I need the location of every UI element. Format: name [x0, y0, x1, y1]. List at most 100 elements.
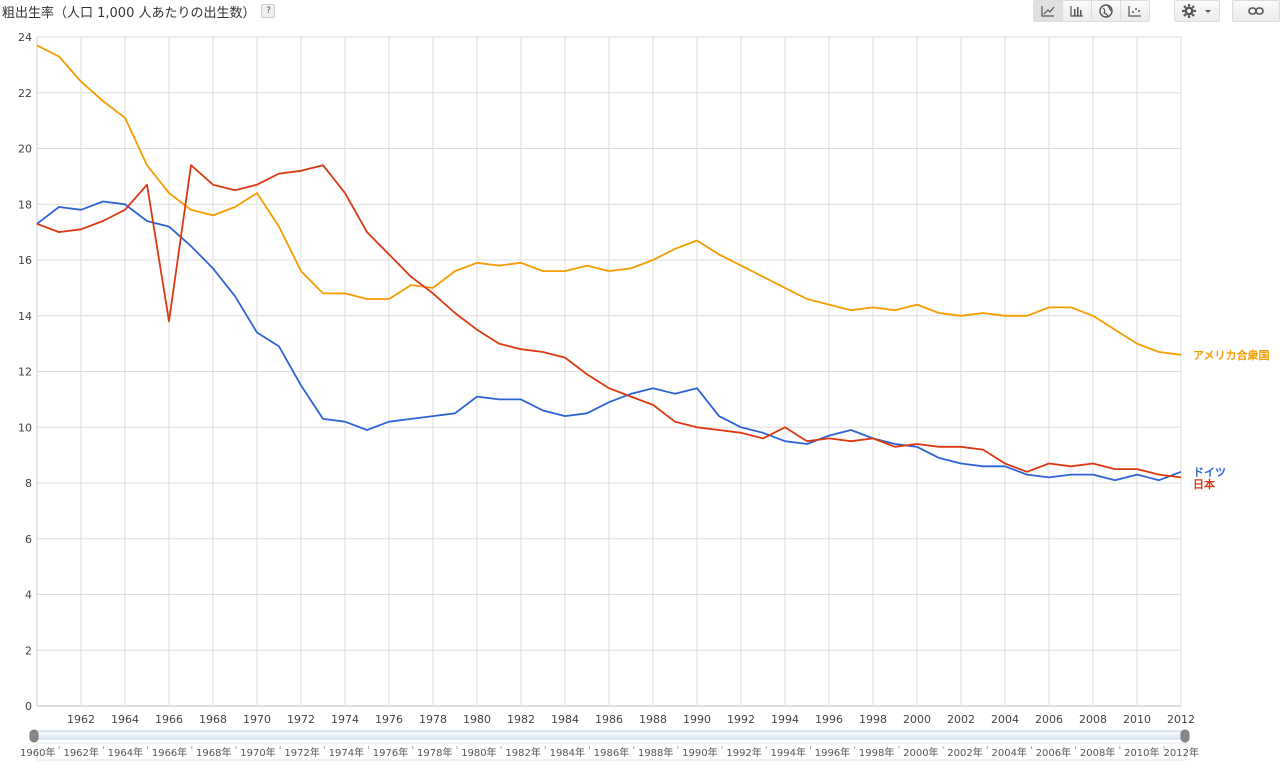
- x-tick-label: 1994: [771, 713, 799, 726]
- series-label: ドイツ: [1193, 466, 1226, 479]
- x-tick-label: 1974: [331, 713, 359, 726]
- timeline-label: 1996年: [815, 746, 850, 759]
- series-label: 日本: [1193, 477, 1215, 491]
- bar-chart-button[interactable]: [1063, 1, 1092, 21]
- x-tick-label: 2000: [903, 713, 931, 726]
- bar-chart-icon: [1070, 6, 1083, 17]
- y-tick-label: 16: [18, 254, 32, 267]
- timeline-highlight: [37, 732, 1186, 735]
- y-tick-label: 2: [25, 644, 32, 657]
- x-tick-label: 2008: [1079, 713, 1107, 726]
- timeline-label: 1992年: [726, 746, 761, 759]
- timeline-label: 2008年: [1080, 746, 1115, 759]
- timeline-label: 1960年: [20, 746, 55, 759]
- y-tick-label: 8: [25, 477, 32, 490]
- timeline-start-handle[interactable]: [29, 729, 39, 743]
- series-label: アメリカ合衆国: [1193, 348, 1269, 362]
- series-line-0: [36, 44, 1182, 356]
- x-tick-label: 1986: [595, 713, 623, 726]
- chart-grid: [36, 36, 1182, 707]
- timeline-label: 2006年: [1036, 746, 1071, 759]
- y-tick-label: 0: [25, 700, 32, 713]
- timeline-label: 1968年: [196, 746, 231, 759]
- gear-icon: [1182, 4, 1196, 18]
- x-tick-label: 1978: [419, 713, 447, 726]
- timeline-label: 1964年: [108, 746, 143, 759]
- x-tick-label: 2004: [991, 713, 1019, 726]
- x-tick-label: 1982: [507, 713, 535, 726]
- x-tick-label: 1966: [155, 713, 183, 726]
- y-tick-label: 12: [18, 366, 32, 379]
- x-tick-label: 2006: [1035, 713, 1063, 726]
- x-tick-label: 1972: [287, 713, 315, 726]
- x-tick-label: 1964: [111, 713, 139, 726]
- settings-dropdown[interactable]: [1174, 0, 1220, 22]
- link-icon: [1248, 7, 1264, 15]
- map-globe-icon: [1099, 4, 1113, 18]
- map-button[interactable]: [1092, 1, 1121, 21]
- timeline-label: 1970年: [240, 746, 275, 759]
- series-line-1: [36, 200, 1182, 482]
- x-tick-label: 1990: [683, 713, 711, 726]
- y-tick-label: 18: [18, 198, 32, 211]
- timeline-label: 2002年: [947, 746, 982, 759]
- timeline-label: 1978年: [417, 746, 452, 759]
- x-tick-label: 1988: [639, 713, 667, 726]
- timeline-label: 1986年: [594, 746, 629, 759]
- timeline-label: 1998年: [859, 746, 894, 759]
- timeline-end-handle[interactable]: [1180, 729, 1190, 743]
- timeline-label: 1972年: [284, 746, 319, 759]
- y-tick-label: 10: [18, 421, 32, 434]
- x-tick-label: 1980: [463, 713, 491, 726]
- timeline-label: 2004年: [992, 746, 1027, 759]
- timeline-label: 1990年: [682, 746, 717, 759]
- x-tick-label: 1984: [551, 713, 579, 726]
- x-tick-label: 1976: [375, 713, 403, 726]
- chart-type-switcher: [1033, 0, 1150, 22]
- timeline-label: 1976年: [373, 746, 408, 759]
- scatter-button[interactable]: [1121, 1, 1149, 21]
- help-button[interactable]: ?: [261, 4, 276, 18]
- series-line-2: [36, 164, 1182, 479]
- x-tick-label: 1962: [67, 713, 95, 726]
- x-tick-label: 2002: [947, 713, 975, 726]
- timeline-label: 1962年: [63, 746, 98, 759]
- timeline-label: 2012年: [1164, 746, 1199, 759]
- x-tick-label: 2012: [1167, 713, 1195, 726]
- timeline-label: 1982年: [505, 746, 540, 759]
- line-chart-button[interactable]: [1034, 1, 1063, 21]
- x-tick-label: 1996: [815, 713, 843, 726]
- y-tick-label: 22: [18, 87, 32, 100]
- x-tick-label: 1998: [859, 713, 887, 726]
- x-tick-label: 1968: [199, 713, 227, 726]
- scatter-chart-icon: [1128, 6, 1141, 17]
- y-tick-label: 14: [18, 310, 32, 323]
- timeline-label: 1994年: [771, 746, 806, 759]
- caret-down-icon: [1205, 10, 1211, 13]
- x-tick-label: 1970: [243, 713, 271, 726]
- timeline-label: 1974年: [329, 746, 364, 759]
- timeline-label: 1988年: [638, 746, 673, 759]
- line-chart-icon: [1041, 6, 1055, 17]
- x-tick-label: 1992: [727, 713, 755, 726]
- y-tick-label: 4: [25, 589, 32, 602]
- x-axis-ticks: 1962 1964 1966 1968 1970 1972 1974 1976 1978 1980…: [67, 713, 1195, 726]
- chart-title-row: 粗出生率（人口 1,000 人あたりの出生数） ?: [2, 2, 276, 21]
- page-title: 粗出生率（人口 1,000 人あたりの出生数）: [2, 5, 256, 21]
- y-tick-label: 6: [25, 533, 32, 546]
- timeline-label: 2010年: [1124, 746, 1159, 759]
- timeline-label: 1984年: [550, 746, 585, 759]
- timeline-label: 1966年: [152, 746, 187, 759]
- y-tick-label: 24: [18, 31, 32, 44]
- timeline-label: 2000年: [903, 746, 938, 759]
- timeline-label: 1980年: [461, 746, 496, 759]
- timeline-slider[interactable]: 1960年 1962年 1964年 1966年 1968年 1970年 1972年 1974年…: [20, 729, 1199, 761]
- series-lines: [36, 44, 1182, 482]
- y-tick-label: 20: [18, 143, 32, 156]
- settings-button[interactable]: [1175, 1, 1219, 21]
- link-button[interactable]: [1233, 1, 1279, 21]
- x-tick-label: 2010: [1123, 713, 1151, 726]
